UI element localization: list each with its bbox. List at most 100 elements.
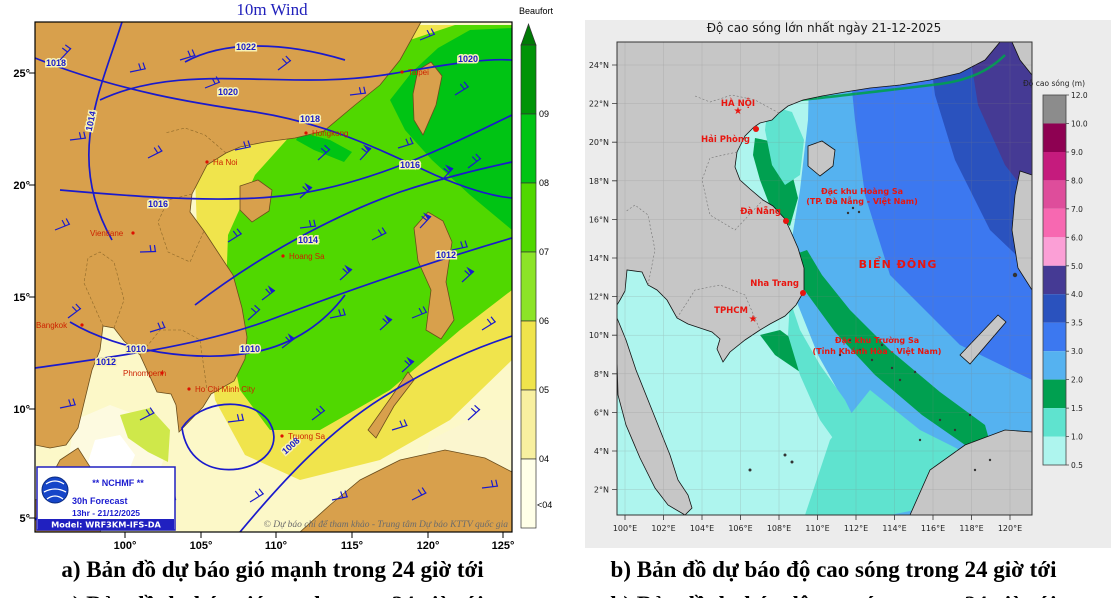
hanoi-label: Ha Noi xyxy=(213,158,238,167)
wseg-7-8 xyxy=(1043,180,1066,209)
wcbar-tick: 5.0 xyxy=(1071,262,1083,271)
x-tick: 118°E xyxy=(959,524,983,533)
wcbar-tick: 1.5 xyxy=(1071,404,1083,413)
wind-band-08b xyxy=(296,132,352,162)
hanoi-star-marker: ★ xyxy=(734,106,743,117)
x-tick: 108°E xyxy=(767,524,791,533)
x-tick: 104°E xyxy=(690,524,714,533)
wind-map-tickmarks xyxy=(29,72,504,538)
isobar-label: 1018 xyxy=(46,58,66,68)
coastal-green-fringe xyxy=(799,54,1006,102)
vientiane-label: Vientiane xyxy=(90,229,124,238)
wseg-8-9 xyxy=(1043,152,1066,181)
beaufort-colorbar-title: Beaufort xyxy=(519,6,554,16)
taipei-marker xyxy=(400,70,404,74)
colorbar-arrow xyxy=(520,22,537,46)
hcmc-label: Ho Chi Minh City xyxy=(195,385,255,394)
x-tick: 110°E xyxy=(805,524,829,533)
x-tick: 100°E xyxy=(613,524,637,533)
info-forecast: 30h Forecast xyxy=(72,496,128,506)
hanoi-label: HÀ NỘI xyxy=(721,97,755,109)
rland-borneo xyxy=(909,429,1032,515)
y-tick: 6°N xyxy=(594,408,609,417)
isobar-label: 1016 xyxy=(148,199,168,209)
info-org: ** NCHMF ** xyxy=(92,478,144,488)
land-borneo xyxy=(299,449,512,532)
x-tick: 116°E xyxy=(921,524,945,533)
bien-dong-label: BIỂN ĐÔNG xyxy=(859,256,938,271)
y-tick: 2°N xyxy=(594,486,609,495)
isobar-label: 1020 xyxy=(458,54,478,64)
cbar-label: 06 xyxy=(539,316,549,326)
y-tick: 25° xyxy=(13,68,30,80)
x-tick: 114°E xyxy=(882,524,906,533)
wave-band-green-tonkin xyxy=(753,138,798,226)
wseg-3p5-4 xyxy=(1043,294,1066,323)
tphcm-star-marker: ★ xyxy=(749,314,758,325)
x-tick: 102°E xyxy=(651,524,675,533)
wave-map-labels: ★ HÀ NỘI Hải Phòng Đà Nẵng Nha Trang ★ T… xyxy=(701,97,941,356)
wave-colorbar: Độ cao sóng (m) 12.0 10.0 9.0 8.0 7.0 6.… xyxy=(1023,79,1088,470)
truongsa-label-2: (Tỉnh Khánh Hòa - Việt Nam) xyxy=(813,346,942,356)
nchmf-logo xyxy=(41,476,69,504)
wcbar-tick: 6.0 xyxy=(1071,233,1083,242)
isobar-label: 1022 xyxy=(236,42,256,52)
land-luzon xyxy=(413,211,455,340)
wave-band-4-5 xyxy=(945,42,1032,200)
wcbar-tick: 3.5 xyxy=(1071,319,1083,328)
wind-map-frame xyxy=(34,21,513,533)
cbar-seg-05 xyxy=(520,320,537,391)
caption-wind-map: a) Bản đồ dự báo gió mạnh trong 24 giờ t… xyxy=(61,557,484,582)
hanoi-marker xyxy=(205,160,209,164)
cbar-seg-lt04 xyxy=(520,458,537,529)
wseg-10-12 xyxy=(1043,95,1066,124)
isobar-label: 1010 xyxy=(126,344,146,354)
rland-mainland xyxy=(617,42,1001,363)
hoangsa-marker xyxy=(281,254,285,258)
land-palawan xyxy=(367,371,415,439)
wcbar-tick: 10.0 xyxy=(1071,120,1088,129)
wseg-3-3p5 xyxy=(1043,322,1066,352)
beaufort-colorbar: Beaufort 09 08 07 06 05 04 <04 xyxy=(519,6,554,529)
y-tick: 4°N xyxy=(594,447,609,456)
rland-hainan xyxy=(807,140,836,177)
isobar-label: 1010 xyxy=(240,344,260,354)
wind-forecast-map: 10m Wind xyxy=(13,0,554,552)
cbar-seg-08 xyxy=(520,113,537,184)
caption-wave-map: b) Bản đồ dự báo độ cao sóng trong 24 gi… xyxy=(610,557,1057,582)
wave-band-1-1p5-coast xyxy=(788,300,860,455)
wave-map-axis-labels: 24°N 22°N 20°N 18°N 16°N 14°N 12°N 10°N … xyxy=(589,61,1022,533)
y-tick: 5° xyxy=(19,513,30,525)
hoangsa-label-2: (TP. Đà Nẵng - Việt Nam) xyxy=(806,196,918,206)
wcbar-tick: 1.0 xyxy=(1071,433,1083,442)
wseg-0p5-1 xyxy=(1043,436,1066,465)
info-run: 13hr - 21/12/2025 xyxy=(72,508,140,518)
cbar-label: 04 xyxy=(539,454,549,464)
gulf-thailand-green-patch xyxy=(120,408,170,462)
truongsa-marker xyxy=(280,434,284,438)
wcbar-tick: 8.0 xyxy=(1071,176,1083,185)
wave-band-green-main xyxy=(792,250,992,450)
rland-luzon xyxy=(1011,170,1032,291)
wind-map-title: 10m Wind xyxy=(236,0,308,19)
y-tick: 12°N xyxy=(589,293,609,302)
wave-forecast-map: Độ cao sóng lớn nhất ngày 21-12-2025 xyxy=(585,20,1111,548)
land-hainan xyxy=(239,179,273,223)
wave-map-frame xyxy=(616,41,1033,516)
truongsa-label-1: Đặc khu Trường Sa xyxy=(835,335,919,345)
x-tick: 105° xyxy=(190,540,213,552)
cbar-label: <04 xyxy=(537,500,552,510)
x-tick: 100° xyxy=(114,540,137,552)
hongkong-label: Hongkong xyxy=(312,129,348,138)
cbar-seg-04 xyxy=(520,389,537,460)
x-tick: 125° xyxy=(492,540,515,552)
cbar-label: 05 xyxy=(539,385,549,395)
wseg-6-7 xyxy=(1043,208,1066,238)
wave-band-1-1p5-tonkin xyxy=(765,105,804,185)
y-tick: 22°N xyxy=(589,100,609,109)
isobar-label: 1016 xyxy=(400,160,420,170)
cbar-seg-06 xyxy=(520,251,537,322)
wcbar-tick: 0.5 xyxy=(1071,461,1083,470)
wcbar-tick: 9.0 xyxy=(1071,148,1083,157)
